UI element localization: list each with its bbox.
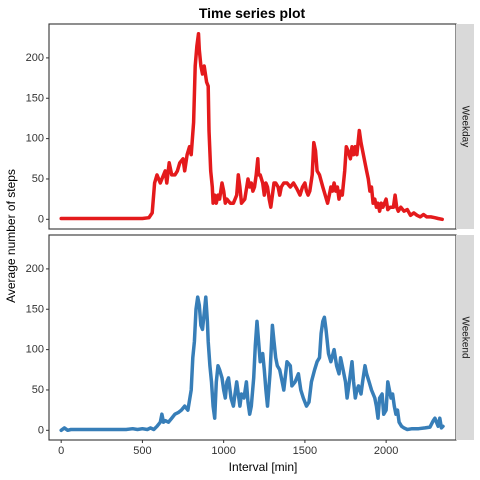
facet-strip-weekday [456,24,474,229]
x-axis-title: Interval [min] [229,460,298,474]
y-tick-label-weekend: 100 [26,344,44,356]
facet-label-weekend: Weekend [460,316,471,358]
y-tick-label-weekend: 0 [38,424,44,436]
facet-label-weekday: Weekday [460,106,471,148]
chart-title: Time series plot [199,5,306,21]
y-axis-title: Average number of steps [4,169,18,303]
y-tick-label-weekend: 200 [26,263,44,275]
x-tick-label: 1500 [293,445,317,457]
x-tick-label: 500 [133,445,151,457]
y-tick-label-weekday: 100 [26,133,44,145]
series-line-weekend [59,295,445,433]
y-tick-label-weekend: 50 [32,384,44,396]
y-tick-label-weekend: 150 [26,303,44,315]
series-line-weekday [59,31,444,222]
facet-strip-weekend [456,235,474,440]
y-tick-label-weekday: 150 [26,92,44,104]
y-tick-label-weekday: 50 [32,173,44,185]
y-tick-label-weekday: 200 [26,52,44,64]
y-tick-label-weekday: 0 [38,213,44,225]
x-tick-label: 2000 [374,445,398,457]
x-tick-label: 0 [58,445,64,457]
x-tick-label: 1000 [211,445,235,457]
